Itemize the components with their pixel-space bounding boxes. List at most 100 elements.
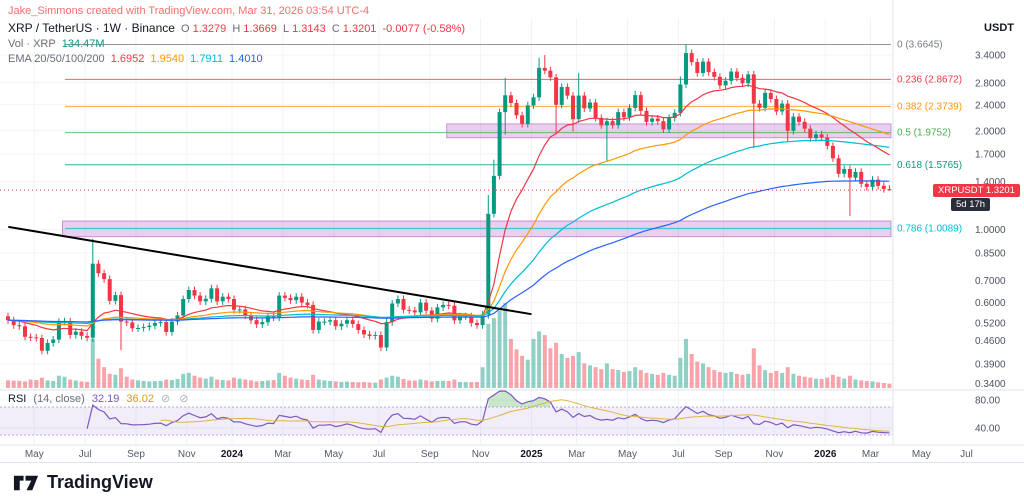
rsi-empty-values-icon: ⊘ ⊘: [161, 393, 192, 405]
candle-body: [887, 189, 892, 191]
tradingview-logo-icon[interactable]: [12, 473, 40, 493]
volume-bar: [435, 380, 440, 388]
candle-body: [593, 102, 598, 118]
volume-bar: [797, 375, 801, 388]
time-axis-drag-area[interactable]: [0, 445, 1024, 462]
volume-bar: [672, 375, 677, 388]
volume-bar: [164, 379, 169, 388]
ema-line-50[interactable]: [7, 108, 890, 327]
price-axis[interactable]: 3.4000 2.8000 2.4000 2.0000 1.7000 1.4000 1.00…: [975, 51, 1006, 435]
volume-bar: [39, 377, 44, 388]
candle-body: [565, 87, 570, 96]
volume-label[interactable]: Vol · XRP: [8, 38, 56, 50]
time-axis-label: May: [618, 449, 637, 460]
candle-body: [288, 297, 293, 301]
candle-body: [373, 335, 378, 336]
candle-body: [113, 295, 118, 301]
candle-body: [401, 299, 406, 310]
ema200-value: 1.4010: [229, 53, 263, 65]
volume-bar: [305, 380, 310, 388]
volume-bar: [740, 374, 745, 388]
brand-name[interactable]: TradingView: [47, 472, 153, 492]
candle-body: [853, 171, 858, 178]
candle-body: [147, 325, 152, 328]
volume-bar: [729, 371, 734, 388]
volume-bar: [322, 380, 327, 388]
volume-bar: [734, 373, 739, 388]
price-axis-label: 0.3400: [975, 379, 1006, 390]
candle-body: [367, 334, 372, 336]
volume-bar: [610, 369, 615, 388]
rsi-title[interactable]: RSI: [8, 393, 27, 405]
volume-bar: [316, 379, 321, 388]
symbol-title[interactable]: XRP / TetherUS · 1W · Binance: [8, 21, 175, 35]
candle-body: [554, 77, 559, 105]
volume-bar: [723, 372, 728, 388]
candle-body: [390, 303, 395, 323]
candle-body: [729, 71, 734, 81]
candle-body: [548, 70, 553, 78]
candle-body: [215, 288, 220, 302]
volume-bar: [621, 371, 626, 388]
volume-bar: [209, 376, 214, 388]
candle-body: [356, 324, 361, 330]
candles-layer[interactable]: [6, 44, 892, 355]
volume-bar: [373, 382, 378, 388]
candle-body: [723, 80, 728, 86]
candle-body: [17, 325, 22, 327]
volume-bar: [350, 382, 355, 388]
volume-bar: [130, 379, 135, 388]
fib-label: 0 (3.6645): [897, 40, 943, 51]
rsi-band: [0, 407, 893, 435]
rsi-pane[interactable]: [0, 390, 893, 436]
ema-line-200[interactable]: [7, 180, 890, 323]
volume-bar: [147, 381, 152, 388]
volume-bar: [220, 380, 225, 388]
candle-body: [633, 95, 638, 108]
candle-body: [232, 299, 236, 310]
time-axis[interactable]: May Jul Sep Nov 2024 Mar May Jul Sep Nov 2025 Mar Ma…: [25, 449, 973, 460]
ema-line-20[interactable]: [7, 84, 890, 332]
volume-bar: [90, 338, 95, 388]
candle-body: [56, 321, 61, 340]
candle-body: [350, 320, 355, 324]
candle-body: [322, 321, 327, 323]
volume-bar: [311, 374, 316, 388]
candle-body: [305, 302, 310, 305]
candle-body: [621, 112, 626, 118]
volume-bar: [23, 381, 27, 388]
price-axis-label: 1.7000: [975, 150, 1006, 161]
candle-body: [362, 330, 366, 335]
volume-bar: [661, 372, 666, 388]
candle-body: [859, 171, 864, 184]
volume-bar: [299, 379, 304, 388]
time-axis-label: Sep: [715, 449, 733, 460]
candle-body: [192, 290, 197, 296]
candle-body: [627, 107, 632, 118]
volume-bar: [68, 379, 73, 388]
volume-bar: [667, 374, 672, 388]
chart-canvas[interactable]: 0 (3.6645) 0.236 (2.8672) 0.382 (2.3739) 0.…: [0, 0, 1024, 462]
bar-countdown-badge: 5d 17h: [951, 198, 991, 211]
candle-body: [51, 339, 56, 343]
candle-body: [254, 320, 259, 325]
volume-bar: [232, 377, 236, 388]
volume-bar: [249, 380, 253, 388]
volume-bar: [808, 377, 813, 388]
candle-body: [6, 316, 10, 321]
ema100-value: 1.7911: [190, 53, 223, 65]
volume-bar: [401, 379, 406, 388]
candle-body: [836, 158, 841, 174]
price-axis-label: 2.8000: [975, 78, 1006, 89]
trend-line[interactable]: [8, 225, 532, 316]
volume-bar: [175, 379, 180, 388]
volume-bar: [345, 381, 349, 388]
volume-bar: [678, 357, 683, 388]
current-price-badge: XRPUSDT 1.3201: [933, 184, 1020, 197]
ema-label[interactable]: EMA 20/50/100/200: [8, 53, 105, 65]
volume-bar: [588, 365, 592, 388]
volume-bar: [260, 380, 265, 388]
volume-bar: [384, 377, 389, 388]
high-label: H: [232, 23, 241, 35]
price-axis-drag-area[interactable]: [893, 0, 1024, 445]
